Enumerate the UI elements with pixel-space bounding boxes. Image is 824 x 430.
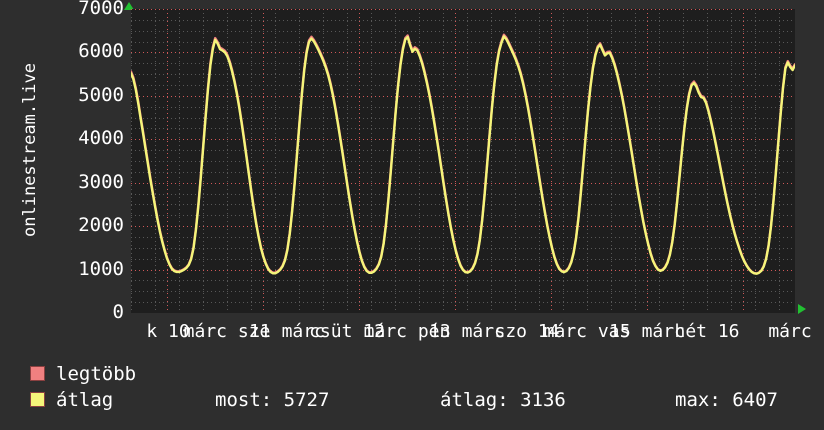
legend-swatch-atlag (30, 392, 45, 407)
legend-row-legtobb: legtöbb (30, 362, 810, 388)
y-tick-label: 0 (112, 301, 124, 323)
x-tick-label: márc pén (363, 321, 451, 342)
legend-swatch-legtobb (30, 366, 45, 381)
y-tick-label: 3000 (78, 170, 124, 193)
y-tick-label: 2000 (78, 214, 124, 237)
stat-average-value: átlag: 3136 (440, 389, 566, 411)
x-tick-label: szo 14 (494, 321, 560, 342)
x-tick-label: márc vas (543, 321, 631, 342)
x-tick-label: k 10 (146, 321, 190, 342)
x-tick-label: hét 16 (674, 321, 740, 342)
legend-label-atlag: átlag (56, 389, 114, 411)
x-tick-label: márc (768, 321, 812, 342)
x-axis-tick-labels: k 10 márc sze 11 márc csüt 12 márc pén 13 már… (0, 322, 824, 346)
y-tick-label: 7000 (78, 0, 124, 19)
y-tick-label: 5000 (78, 83, 124, 106)
y-tick-label: 4000 (78, 127, 124, 150)
chart-canvas (131, 9, 795, 313)
y-axis-arrow-icon (124, 2, 134, 10)
x-tick-label: 15 márc (609, 321, 685, 342)
x-tick-label: csüt 12 (309, 321, 385, 342)
x-axis-arrow-icon (798, 304, 806, 314)
x-tick-label: 13 márc (429, 321, 505, 342)
series-line-átlag (131, 35, 795, 275)
y-tick-label: 6000 (78, 40, 124, 63)
legend-label-legtobb: legtöbb (56, 363, 137, 385)
plot-area (131, 9, 795, 313)
legend-row-atlag: átlag most: 5727 átlag: 3136 max: 6407 (30, 388, 810, 414)
stat-max-value: max: 6407 (675, 389, 778, 411)
x-tick-label: márc sze (183, 321, 271, 342)
y-tick-label: 1000 (78, 257, 124, 280)
stat-current-value: most: 5727 (215, 389, 330, 411)
y-axis-tick-labels: 7000 6000 5000 4000 3000 2000 1000 0 (28, 0, 124, 323)
x-tick-label: 11 márc (249, 321, 325, 342)
chart-legend: legtöbb átlag most: 5727 átlag: 3136 max… (30, 362, 810, 414)
